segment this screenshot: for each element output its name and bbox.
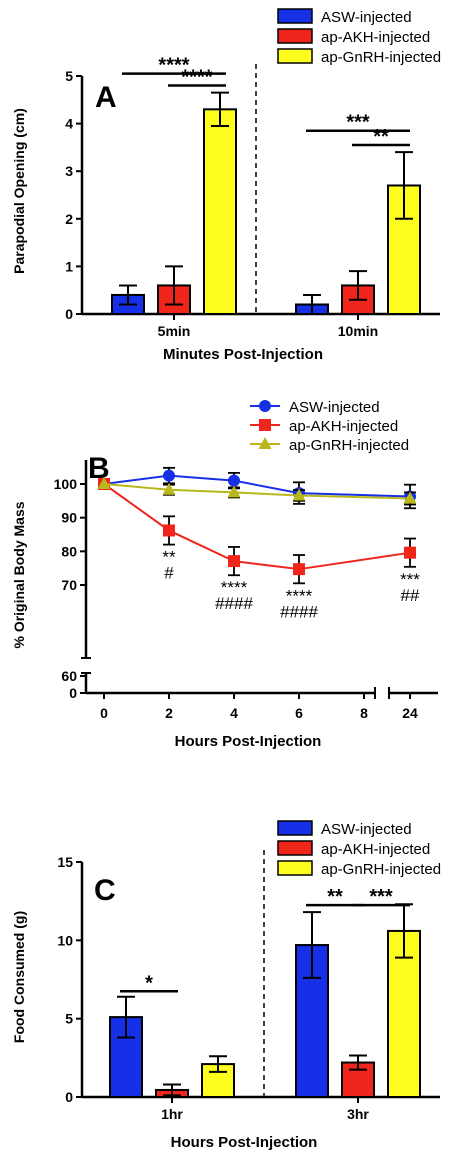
- x-tick-label: 24: [402, 705, 418, 721]
- panel-c: C Food Consumed (g) Hours Post-Injection…: [11, 820, 441, 1151]
- y-tick-label: 80: [61, 543, 77, 559]
- significance-label: ****: [221, 578, 248, 597]
- panel-c-x-label: Hours Post-Injection: [171, 1134, 318, 1151]
- x-tick-label: 5min: [158, 323, 191, 339]
- x-tick-label: 10min: [338, 323, 378, 339]
- legend-label: ap-AKH-injected: [321, 29, 430, 46]
- significance-label: ****: [158, 55, 189, 77]
- data-point: [292, 488, 306, 501]
- panel-b-letter: B: [88, 452, 110, 485]
- panel-b: B % Original Body Mass Hours Post-Inject…: [11, 399, 438, 750]
- panel-b-legend: ASW-injected ap-AKH-injected ap-GnRH-injec…: [250, 399, 409, 454]
- x-tick-label: 2: [165, 705, 173, 721]
- legend-swatch: [277, 8, 313, 24]
- series-line: [103, 483, 411, 500]
- y-tick-label: 60: [61, 668, 77, 684]
- significance-label: #: [164, 564, 174, 583]
- x-tick-label: 0: [100, 705, 108, 721]
- data-point: [228, 474, 240, 487]
- y-tick-label: 100: [54, 476, 78, 492]
- x-tick-label: 6: [295, 705, 303, 721]
- significance-label: **: [327, 886, 343, 908]
- data-point: [163, 469, 175, 482]
- bar: [203, 108, 237, 315]
- data-point: [163, 524, 175, 537]
- panel-b-x-label: Hours Post-Injection: [175, 733, 322, 750]
- panel-a-legend: ASW-injected ap-AKH-injected ap-GnRH-injec…: [277, 8, 441, 66]
- significance-label: ####: [215, 594, 253, 613]
- data-point: [293, 563, 305, 576]
- x-tick-label: 4: [230, 705, 238, 721]
- legend-swatch: [277, 820, 313, 836]
- y-tick-label: 3: [65, 163, 73, 179]
- legend-marker: [259, 419, 271, 431]
- significance-label: ****: [286, 586, 313, 605]
- legend-label: ap-GnRH-injected: [321, 49, 441, 66]
- legend-label: ASW-injected: [321, 9, 412, 26]
- legend-label: ap-AKH-injected: [289, 418, 398, 435]
- legend-label: ap-GnRH-injected: [321, 861, 441, 878]
- legend-swatch: [277, 840, 313, 856]
- y-tick-label: 90: [61, 510, 77, 526]
- data-point: [404, 546, 416, 559]
- significance-label: ****: [181, 67, 212, 89]
- y-tick-label: 5: [65, 68, 73, 84]
- significance-label: *: [145, 972, 153, 994]
- significance-label: ####: [280, 602, 318, 621]
- panel-c-letter: C: [94, 874, 116, 907]
- panel-a-y-label: Parapodial Opening (cm): [11, 108, 27, 274]
- y-tick-label: 2: [65, 211, 73, 227]
- legend-label: ASW-injected: [289, 399, 380, 416]
- significance-label: **: [162, 548, 176, 567]
- bar: [109, 1016, 143, 1098]
- data-point: [403, 491, 417, 504]
- data-point: [162, 482, 176, 495]
- panel-c-legend: ASW-injected ap-AKH-injected ap-GnRH-injec…: [277, 820, 441, 878]
- x-tick-label: 1hr: [161, 1106, 183, 1122]
- legend-marker: [258, 437, 272, 449]
- legend-label: ap-AKH-injected: [321, 841, 430, 858]
- legend-label: ap-GnRH-injected: [289, 437, 409, 454]
- legend-swatch: [277, 28, 313, 44]
- significance-label: ***: [369, 886, 393, 908]
- x-tick-label: 3hr: [347, 1106, 369, 1122]
- data-point: [227, 485, 241, 498]
- panel-a: A Parapodial Opening (cm) Minutes Post-I…: [11, 8, 441, 363]
- y-tick-label: 70: [61, 577, 77, 593]
- significance-label: ##: [401, 586, 420, 605]
- y-tick-label: 4: [65, 116, 73, 132]
- legend-marker: [259, 400, 271, 412]
- y-tick-label: 0: [65, 306, 73, 322]
- bar: [387, 929, 421, 1099]
- significance-label: ***: [400, 570, 420, 589]
- significance-label: **: [373, 126, 389, 148]
- panel-b-y-label: % Original Body Mass: [11, 501, 27, 648]
- y-tick-label: 10: [57, 932, 73, 948]
- y-tick-label: 0: [65, 1089, 73, 1105]
- y-tick-label: 1: [65, 258, 73, 274]
- panel-c-y-label: Food Consumed (g): [11, 911, 27, 1043]
- data-point: [228, 555, 240, 568]
- legend-swatch: [277, 48, 313, 64]
- significance-label: ***: [346, 112, 370, 134]
- legend-label: ASW-injected: [321, 821, 412, 838]
- y-tick-label: 5: [65, 1011, 73, 1027]
- bar: [341, 1061, 375, 1098]
- legend-swatch: [277, 860, 313, 876]
- x-tick-label: 8: [360, 705, 368, 721]
- panel-a-letter: A: [95, 81, 117, 114]
- y-tick-label: 15: [57, 854, 73, 870]
- data-point: [97, 477, 111, 489]
- panel-a-x-label: Minutes Post-Injection: [163, 346, 323, 363]
- y-tick-label: 0: [69, 685, 77, 701]
